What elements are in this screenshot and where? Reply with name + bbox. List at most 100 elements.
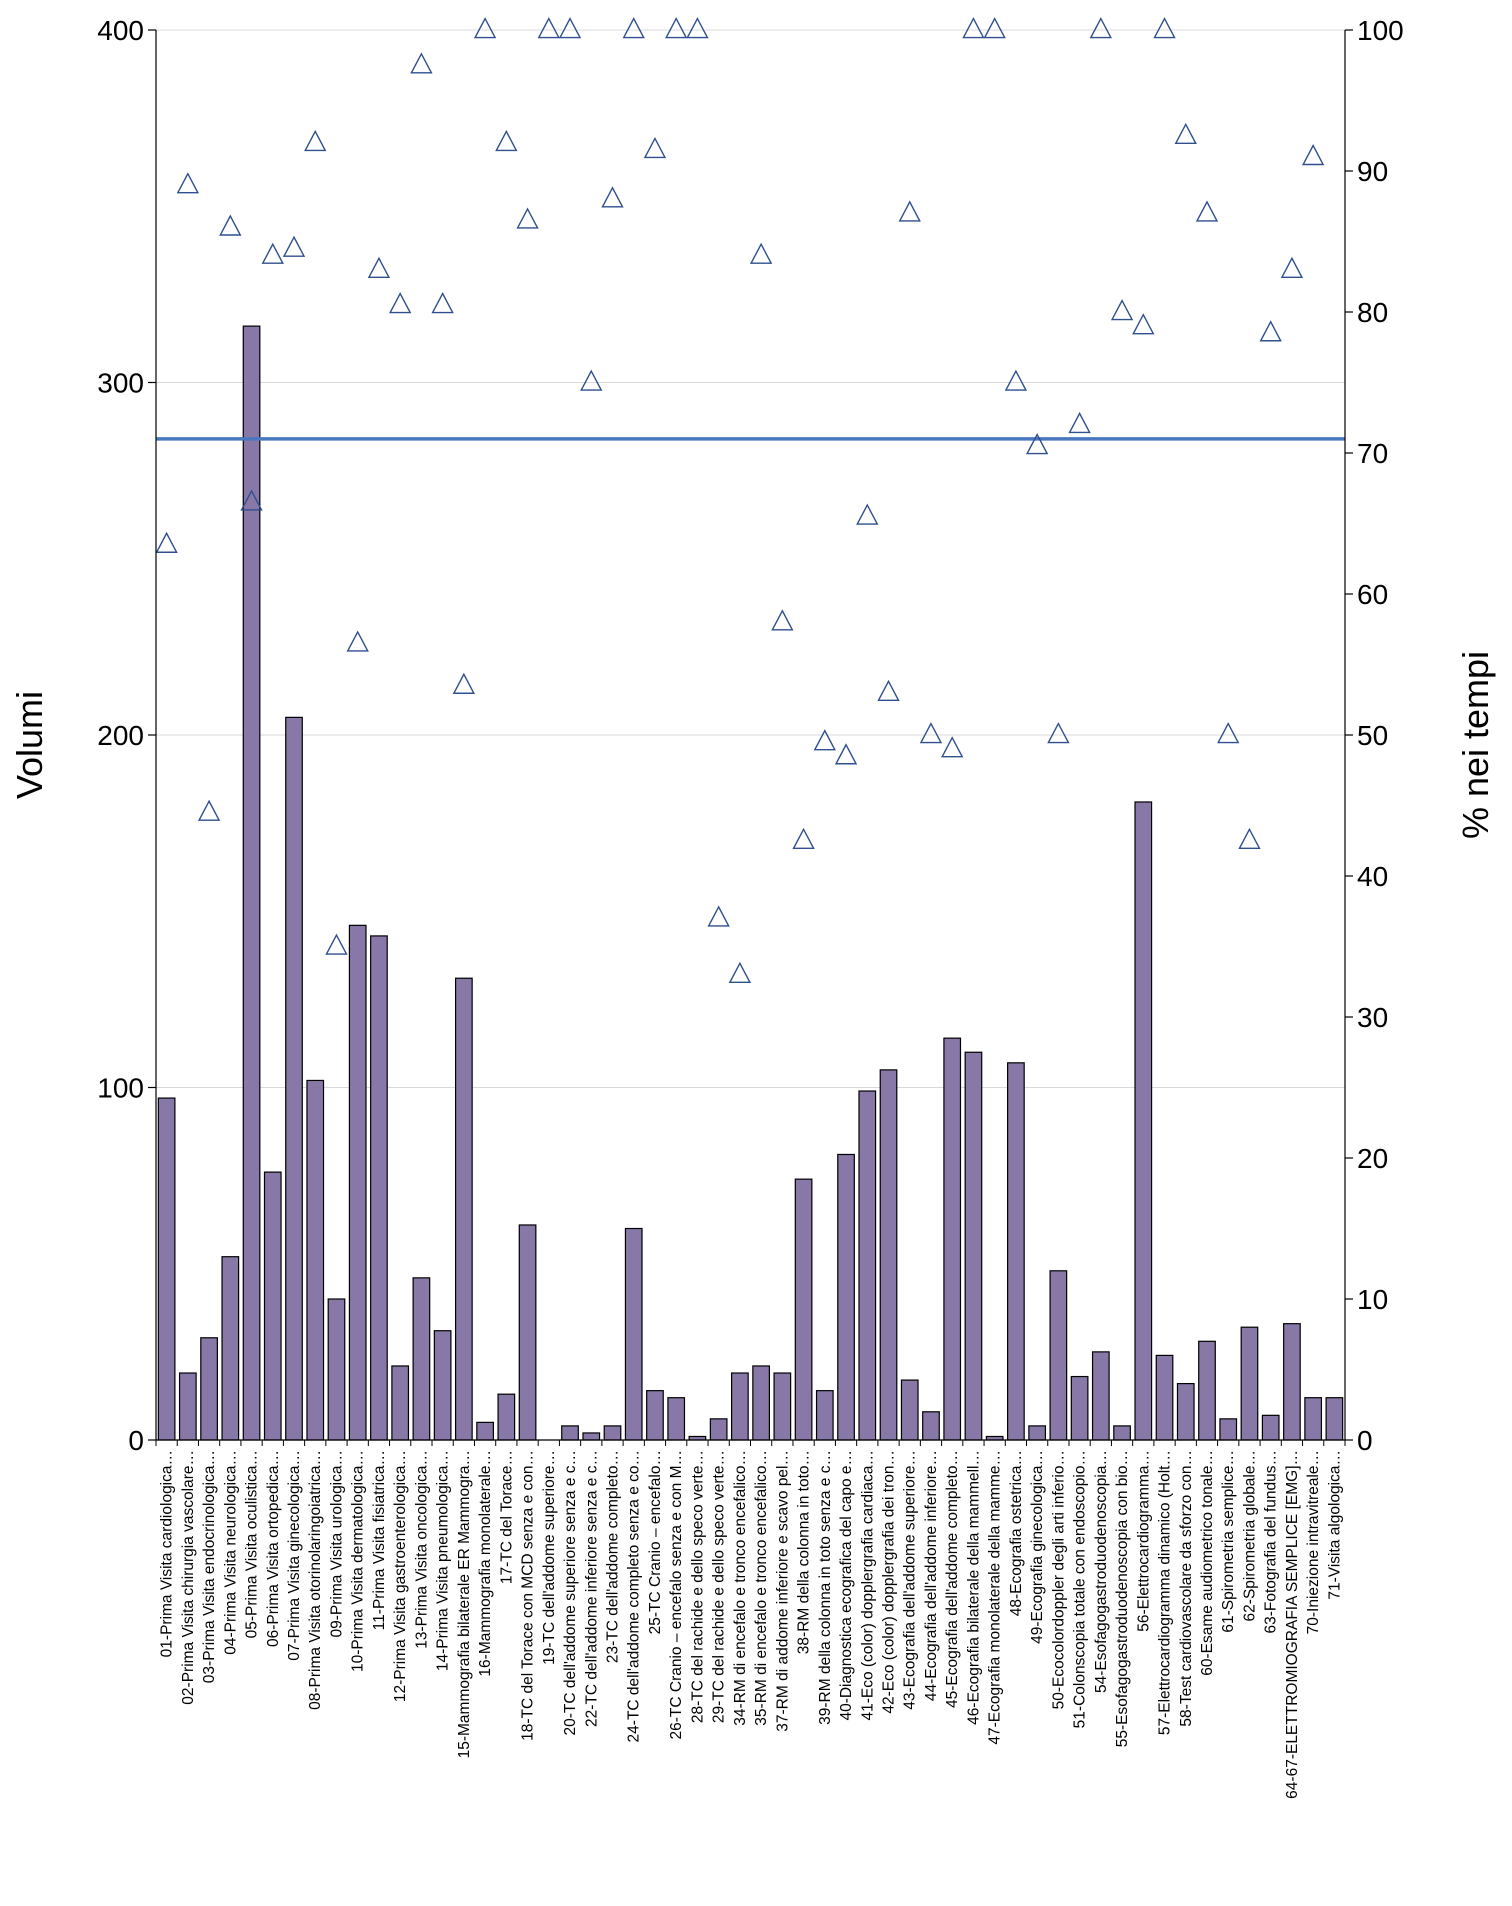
marker (1089, 17, 1112, 39)
category-label: 08-Prima Visita otorinolaringoiatrica… (307, 1450, 324, 1710)
bar (327, 1298, 346, 1441)
category-label: 02-Prima Visita chirurgia vascolare… (180, 1450, 197, 1705)
marker (495, 129, 518, 152)
y-tick-label: 0 (128, 1425, 144, 1456)
y2-tick-label: 20 (1357, 1143, 1388, 1174)
bar (1261, 1414, 1280, 1441)
category-label: 15-Mammografia bilaterale ER Mammogra… (456, 1450, 473, 1758)
marker (431, 292, 454, 314)
category-label: 40-Diagnostica ecografica del capo e… (838, 1450, 855, 1721)
bar (943, 1037, 962, 1441)
category-label: 16-Mammografia monolaterale… (477, 1450, 494, 1677)
category-label: 23-TC dell'addome completo… (604, 1450, 621, 1663)
marker (580, 369, 603, 391)
category-label: 34-RM di encefalo e tronco encefalico… (732, 1450, 749, 1726)
y2-tick-label: 10 (1357, 1284, 1388, 1315)
bar (752, 1365, 770, 1441)
category-labels: 01-Prima Visita cardiologica… 02-Prima Vi… (159, 1450, 1344, 1799)
bar (922, 1411, 940, 1441)
bar (879, 1069, 898, 1441)
marker (473, 17, 497, 39)
category-label: 47-Ecografia monolaterale della mamme… (987, 1450, 1004, 1745)
marker (707, 905, 730, 927)
marker (346, 630, 369, 652)
marker (643, 136, 667, 159)
bar (1304, 1397, 1323, 1441)
marker (771, 609, 794, 631)
marker (240, 489, 263, 511)
category-label: 12-Prima Visita gastroenterologica… (392, 1450, 409, 1702)
marker (728, 961, 752, 983)
category-label: 41-Eco (color) dopplergrafia cardiaca… (859, 1450, 876, 1721)
marker (1259, 320, 1282, 342)
marker (155, 531, 178, 553)
category-label: 20-TC dell'addome superiore senza e c… (562, 1450, 579, 1736)
marker (1025, 433, 1049, 455)
category-label: 70-Iniezione intravitreale… (1305, 1450, 1322, 1634)
bar (667, 1397, 686, 1441)
bar (306, 1079, 325, 1441)
category-label: 03-Prima Visita endocrinologica… (201, 1450, 218, 1683)
category-label: 61-Spirometria semplice… (1220, 1450, 1237, 1633)
category-label: 14-Prima Visita pneumologica… (435, 1450, 452, 1671)
category-label: 28-TC del rachide e dello speco verte… (689, 1450, 706, 1723)
marker (389, 292, 412, 314)
bar (1134, 801, 1153, 1441)
marker (1217, 722, 1240, 744)
y-tick-label: 400 (97, 15, 144, 46)
category-label: 51-Colonscopia totale con endoscopio… (1072, 1450, 1089, 1728)
y-axis-label: Volumi (9, 691, 50, 799)
marker (197, 799, 221, 821)
category-label: 43-Ecografia dell'addome superiore… (902, 1450, 919, 1710)
marker (367, 256, 391, 278)
marker (1174, 122, 1197, 145)
category-label: 17-TC del Torace… (498, 1450, 515, 1584)
marker (1004, 369, 1028, 391)
bar (582, 1432, 601, 1441)
bar (1219, 1418, 1238, 1441)
bar (348, 924, 367, 1441)
category-label: 64-67-ELETTROMIOGRAFIA SEMPLICE [EMG]… (1284, 1450, 1301, 1799)
bar (1007, 1062, 1025, 1441)
y-tick-label: 100 (97, 1073, 144, 1104)
bar (603, 1425, 622, 1441)
marker (792, 827, 815, 850)
marker (261, 242, 284, 264)
category-label: 63-Fotografia del fundus… (1263, 1450, 1280, 1634)
bar (1283, 1323, 1301, 1441)
marker (304, 129, 327, 152)
bar (433, 1330, 452, 1441)
category-label: 37-RM di addome inferiore e scavo pel… (774, 1450, 791, 1732)
y2-tick-label: 70 (1357, 438, 1388, 469)
y2-tick-label: 40 (1357, 861, 1388, 892)
category-label: 44-Ecografia dell'addome inferiore… (923, 1450, 940, 1701)
y2-tick-label: 60 (1357, 579, 1388, 610)
bar (561, 1425, 579, 1441)
bar (1325, 1397, 1344, 1441)
bar (1113, 1425, 1131, 1441)
y2-tick-label: 100 (1357, 15, 1404, 46)
y2-tick-label: 0 (1357, 1425, 1373, 1456)
category-label: 48-Ecografia ostetrica… (1008, 1450, 1025, 1616)
category-label: 11-Prima Visita fisiatrica… (371, 1450, 388, 1630)
marker (983, 17, 1006, 39)
category-label: 10-Prima Visita dermatologica… (350, 1450, 367, 1672)
category-label: 25-TC Cranio – encefalo… (647, 1450, 664, 1634)
marker (1238, 827, 1261, 850)
category-label: 56-Elettrocardiogramma… (1135, 1450, 1152, 1632)
category-label: 57-Elettrocardiogramma dinamico (Holt… (1157, 1450, 1174, 1735)
marker (601, 186, 624, 208)
bar (157, 1097, 176, 1441)
bar (794, 1178, 813, 1441)
bar (646, 1390, 664, 1441)
y2-tick-label: 90 (1357, 156, 1388, 187)
marker (1153, 17, 1176, 39)
marker-series (155, 17, 1325, 983)
category-label: 22-TC dell'addome inferiore senza e c… (583, 1450, 600, 1727)
marker (941, 736, 964, 758)
y2-tick-label: 30 (1357, 1002, 1388, 1033)
marker (1132, 313, 1155, 335)
gridlines (156, 29, 1345, 1088)
category-label: 39-RM della colonna in toto senza e c… (817, 1450, 834, 1725)
